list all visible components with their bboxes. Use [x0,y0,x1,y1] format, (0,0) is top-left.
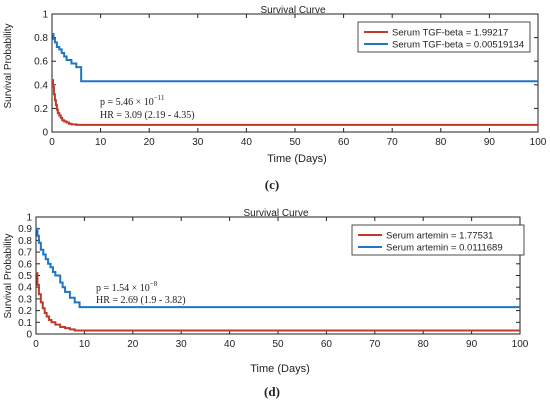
legend-entry: Serum artemin = 0.0111689 [386,243,503,254]
y-axis-label: Survival Probability [3,23,14,108]
p-value-annotation: p = 5.46 × 10−11 [100,94,165,108]
y-tick-label: 0.3 [18,294,32,305]
y-tick-label: 0.8 [34,33,48,44]
x-tick-label: 100 [512,339,529,350]
y-tick-label: 1 [42,10,48,21]
x-tick-label: 70 [387,137,399,148]
y-tick-label: 0.8 [18,236,32,247]
y-tick-label: 0.2 [18,306,32,317]
x-tick-label: 0 [33,339,39,350]
chart-title: Survival Curve [260,5,325,16]
x-tick-label: 10 [79,339,91,350]
x-tick-label: 30 [176,339,188,350]
survival-curve-series-2 [36,227,520,309]
hazard-ratio-annotation: HR = 3.09 (2.19 - 4.35) [100,110,195,121]
x-tick-label: 90 [484,137,496,148]
panel-label: (c) [265,177,279,192]
x-tick-label: 50 [289,137,301,148]
x-axis-label: Time (Days) [267,153,326,165]
x-tick-label: 70 [369,339,381,350]
y-tick-label: 0.2 [34,104,48,115]
x-tick-label: 80 [435,137,447,148]
y-tick-label: 0.9 [18,224,32,235]
x-tick-label: 60 [338,137,350,148]
x-tick-label: 100 [530,137,547,148]
chart-panel-c: Survival Curve Survival Probability Time… [3,5,547,192]
legend-entry: Serum TGF-beta = 1.99217 [392,28,508,39]
chart-panel-d: Survival Curve Survival Probability Time… [3,208,529,399]
survival-curve-series-2 [52,33,538,83]
p-value-annotation: p = 1.54 × 10−8 [96,280,158,294]
y-tick-label: 0.5 [18,271,32,282]
legend-entry: Serum TGF-beta = 0.00519134 [392,40,524,51]
chart-title: Survival Curve [243,208,308,219]
legend-box [351,224,525,256]
x-tick-label: 80 [418,339,430,350]
x-tick-label: 30 [192,137,204,148]
x-tick-label: 90 [466,339,478,350]
x-tick-label: 60 [321,339,333,350]
panel-label: (d) [264,384,280,399]
legend-entry: Serum artemin = 1.77531 [386,231,493,242]
y-tick-label: 0.1 [18,318,32,329]
y-tick-label: 0.4 [18,283,32,294]
x-axis-label: Time (Days) [250,363,309,375]
x-tick-label: 0 [49,137,55,148]
y-tick-label: 0 [26,330,32,341]
survival-curve-series-1 [51,79,538,126]
hazard-ratio-annotation: HR = 2.69 (1.9 - 3.82) [96,295,186,306]
legend-box [357,21,531,53]
y-tick-label: 0.6 [18,259,32,270]
x-tick-label: 20 [144,137,156,148]
y-tick-label: 0.6 [34,57,48,68]
x-tick-label: 20 [127,339,139,350]
y-tick-label: 0.7 [18,248,32,259]
y-axis-label: Survival Probability [3,233,14,318]
x-tick-label: 50 [272,339,284,350]
survival-curve-series-1 [36,272,520,332]
y-tick-label: 0.4 [34,80,48,91]
x-tick-label: 40 [241,137,253,148]
x-tick-label: 40 [224,339,236,350]
x-tick-label: 10 [95,137,107,148]
y-tick-label: 1 [26,213,32,224]
y-tick-label: 0 [42,128,48,139]
